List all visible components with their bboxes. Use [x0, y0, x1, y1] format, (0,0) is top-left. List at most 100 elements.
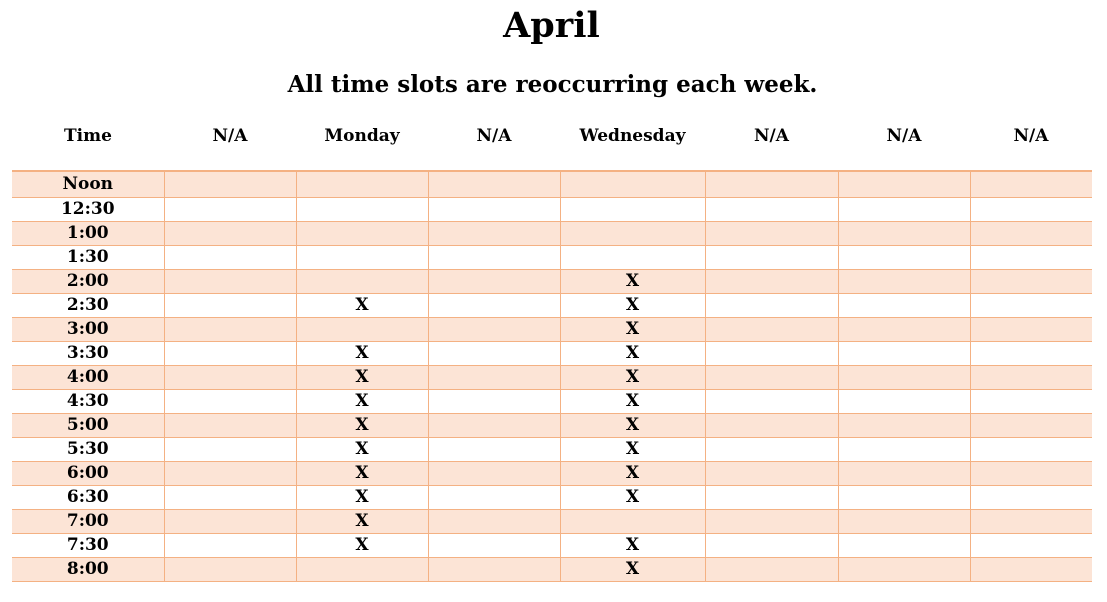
slot-cell — [704, 485, 839, 510]
slot-cell — [704, 509, 839, 534]
table-row: 4:30 X X — [12, 389, 1092, 414]
table-row: 2:30 X X — [12, 293, 1092, 318]
slot-cell — [163, 341, 297, 366]
table-row: 8:00 X — [12, 557, 1092, 582]
slot-cell — [163, 197, 297, 222]
table-row: 6:00 X X — [12, 461, 1092, 486]
slot-cell — [163, 245, 297, 270]
slot-cell — [837, 533, 971, 558]
column-header: N/A — [886, 126, 922, 146]
column-header: Wednesday — [579, 126, 686, 146]
slot-cell — [163, 533, 297, 558]
time-cell: 5:30 — [12, 437, 165, 462]
slot-cell — [969, 170, 1092, 198]
slot-cell — [704, 341, 839, 366]
page-subtitle: All time slots are reoccurring each week… — [287, 71, 818, 98]
slot-cell — [163, 509, 297, 534]
slot-cell — [295, 317, 429, 342]
time-cell: 7:30 — [12, 533, 165, 558]
slot-cell — [427, 413, 561, 438]
slot-cell: X — [559, 317, 706, 342]
time-cell: 2:30 — [12, 293, 165, 318]
slot-cell: X — [559, 437, 706, 462]
slot-cell — [704, 389, 839, 414]
time-cell: 3:00 — [12, 317, 165, 342]
table-row: 4:00 X X — [12, 365, 1092, 390]
slot-cell: X — [295, 293, 429, 318]
slot-cell — [163, 485, 297, 510]
time-cell: 12:30 — [12, 197, 165, 222]
slot-cell: X — [559, 365, 706, 390]
slot-cell — [163, 437, 297, 462]
slot-cell — [163, 170, 297, 198]
column-header: N/A — [754, 126, 789, 146]
time-cell: 2:00 — [12, 269, 165, 294]
slot-cell — [163, 221, 297, 246]
slot-cell — [163, 461, 297, 486]
slot-cell: X — [559, 533, 706, 558]
slot-cell — [837, 245, 971, 270]
slot-cell — [969, 197, 1092, 222]
slot-cell — [427, 461, 561, 486]
column-header: N/A — [212, 126, 248, 146]
slot-cell — [559, 245, 706, 270]
slot-cell — [704, 557, 839, 582]
slot-cell: X — [559, 461, 706, 486]
table-row: 3:30 X X — [12, 341, 1092, 366]
page-title: April — [503, 5, 600, 46]
table-row: 7:30 X X — [12, 533, 1092, 558]
time-cell: 4:00 — [12, 365, 165, 390]
time-cell: 7:00 — [12, 509, 165, 534]
slot-cell — [837, 365, 971, 390]
slot-cell — [837, 461, 971, 486]
column-header-row: Time N/A Monday N/A Wednesday N/A N/A N/A — [12, 123, 1092, 149]
slot-cell — [704, 197, 839, 222]
slot-cell — [969, 413, 1092, 438]
table-row: 5:30 X X — [12, 437, 1092, 462]
slot-cell — [837, 269, 971, 294]
slot-cell — [295, 557, 429, 582]
slot-cell — [837, 170, 971, 198]
slot-cell — [969, 509, 1092, 534]
slot-cell — [969, 389, 1092, 414]
slot-cell — [427, 317, 561, 342]
table-row: 12:30 — [12, 197, 1092, 222]
slot-cell — [295, 197, 429, 222]
slot-cell: X — [559, 413, 706, 438]
table-row: Noon — [12, 170, 1092, 198]
slot-cell — [427, 533, 561, 558]
slot-cell — [163, 413, 297, 438]
time-cell: 8:00 — [12, 557, 165, 582]
slot-cell — [837, 341, 971, 366]
slot-cell — [559, 197, 706, 222]
slot-cell — [837, 317, 971, 342]
slot-cell — [969, 557, 1092, 582]
slot-cell — [969, 221, 1092, 246]
time-cell: 6:00 — [12, 461, 165, 486]
slot-cell: X — [295, 437, 429, 462]
table-row: 2:00 X — [12, 269, 1092, 294]
slot-cell — [704, 437, 839, 462]
slot-cell — [704, 461, 839, 486]
slot-cell — [837, 485, 971, 510]
slot-cell — [969, 461, 1092, 486]
slot-cell: X — [295, 413, 429, 438]
slot-cell — [163, 557, 297, 582]
slot-cell: X — [295, 533, 429, 558]
time-cell: 3:30 — [12, 341, 165, 366]
slot-cell — [427, 293, 561, 318]
slot-cell: X — [295, 485, 429, 510]
table-row: 5:00 X X — [12, 413, 1092, 438]
schedule-table: Noon 12:30 1:00 1:30 2:00 X 2:30 X X 3:00 X 3:30 X X 4… — [12, 170, 1092, 582]
slot-cell — [969, 317, 1092, 342]
slot-cell — [295, 269, 429, 294]
slot-cell — [163, 365, 297, 390]
time-cell: 5:00 — [12, 413, 165, 438]
slot-cell — [969, 485, 1092, 510]
time-cell: 6:30 — [12, 485, 165, 510]
slot-cell: X — [559, 389, 706, 414]
slot-cell: X — [559, 485, 706, 510]
table-row: 1:00 — [12, 221, 1092, 246]
slot-cell — [427, 485, 561, 510]
